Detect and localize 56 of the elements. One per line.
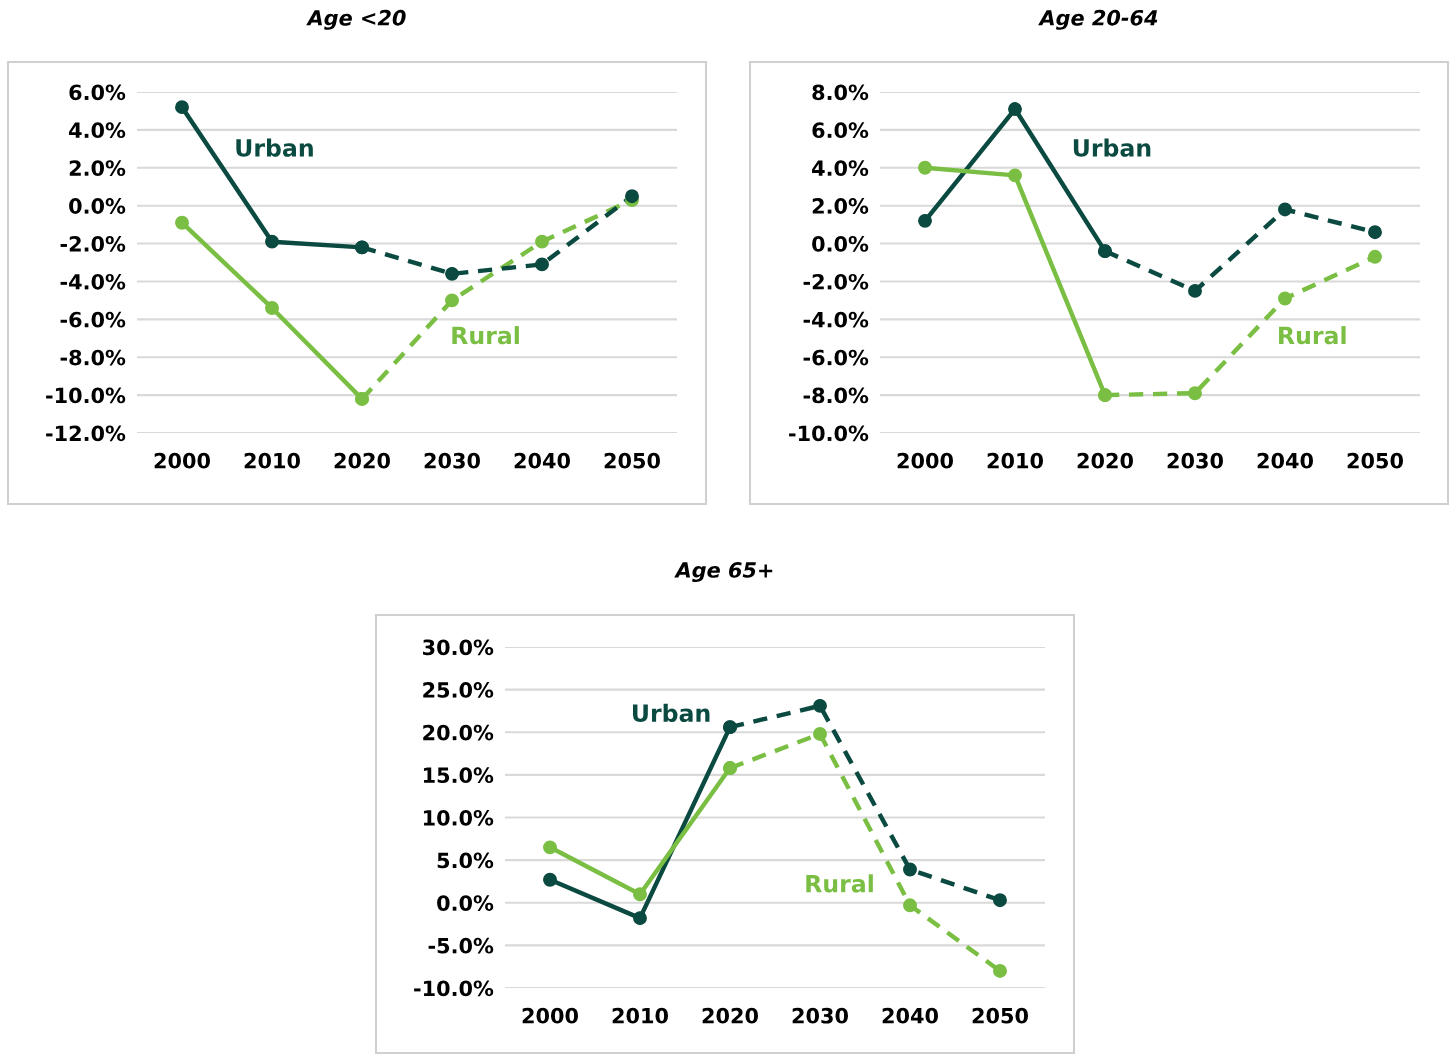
x-tick-label: 2030 <box>792 1007 848 1024</box>
y-tick-label: 10.0% <box>423 809 494 826</box>
x-tick-label: 2040 <box>882 1007 938 1024</box>
y-tick-label: -8.0% <box>60 349 126 366</box>
series-label: Urban <box>236 138 313 157</box>
x-tick-label: 2020 <box>1077 452 1133 469</box>
y-tick-label: 2.0% <box>69 160 126 176</box>
y-tick-label: 6.0% <box>812 122 869 139</box>
x-tick-label: 2020 <box>334 452 390 469</box>
y-tick-label: -4.0% <box>803 311 869 328</box>
y-tick-label: 6.0% <box>69 84 126 101</box>
text: Rural <box>452 326 519 345</box>
y-tick-label: 0.0% <box>69 198 126 214</box>
chart-title: Age <20 <box>306 9 406 30</box>
y-tick-label: -5.0% <box>428 937 494 954</box>
chart-title: Age 65+ <box>674 562 773 583</box>
x-tick-label: 2050 <box>1347 452 1403 469</box>
y-tick-label: -10.0% <box>414 980 494 997</box>
chart-title: Age 20-64 <box>1038 9 1158 30</box>
y-tick-label: 2.0% <box>812 198 869 214</box>
x-tick-label: 2040 <box>1257 452 1313 469</box>
x-tick-label: 2020 <box>702 1007 758 1024</box>
y-tick-label: -12.0% <box>46 425 126 442</box>
y-tick-label: 8.0% <box>812 84 869 101</box>
y-tick-label: 15.0% <box>423 767 494 784</box>
x-tick-label: 2000 <box>154 452 210 469</box>
x-tick-label: 2000 <box>522 1007 578 1024</box>
y-tick-label: 30.0% <box>423 639 494 656</box>
y-tick-label: -6.0% <box>60 311 126 328</box>
series-label: Urban <box>632 703 710 723</box>
y-tick-label: -8.0% <box>803 387 869 404</box>
y-tick-label: -10.0% <box>789 425 869 442</box>
x-tick-label: 2050 <box>972 1007 1028 1024</box>
y-tick-label: 25.0% <box>423 682 494 698</box>
y-tick-label: 20.0% <box>423 724 494 741</box>
x-tick-label: 2030 <box>424 452 480 469</box>
y-tick-label: 5.0% <box>437 852 494 869</box>
y-tick-label: 0.0% <box>812 236 869 252</box>
y-tick-label: -6.0% <box>803 349 869 366</box>
x-tick-label: 2030 <box>1167 452 1223 469</box>
text: Rural <box>1279 326 1346 345</box>
x-tick-label: 2010 <box>244 452 300 469</box>
x-tick-label: 2010 <box>612 1007 668 1024</box>
y-tick-label: -2.0% <box>60 236 126 252</box>
y-tick-label: -4.0% <box>60 273 126 290</box>
y-tick-label: 0.0% <box>437 895 494 911</box>
y-tick-label: 4.0% <box>812 160 869 176</box>
y-tick-label: -2.0% <box>803 273 869 290</box>
text: Rural <box>806 874 873 893</box>
series-label: Urban <box>1073 138 1151 157</box>
y-tick-label: -10.0% <box>46 387 126 404</box>
x-tick-label: 2050 <box>604 452 660 469</box>
y-tick-label: 4.0% <box>69 122 126 139</box>
x-tick-label: 2010 <box>987 452 1043 469</box>
x-tick-label: 2000 <box>897 452 953 469</box>
x-tick-label: 2040 <box>514 452 570 469</box>
